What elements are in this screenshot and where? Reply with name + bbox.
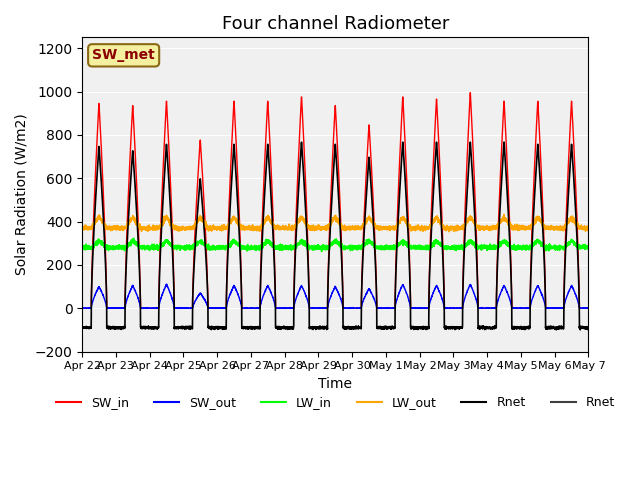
LW_in [449,245,456,251]
LW_out [78,225,86,230]
SW_out [163,281,170,287]
LW_out [445,229,452,235]
SW_out [584,305,592,311]
LW_in [170,243,177,249]
LW_in [316,243,324,249]
SW_in [449,305,456,311]
LW_in [420,246,428,252]
Y-axis label: Solar Radiation (W/m2): Solar Radiation (W/m2) [15,114,29,276]
LW_out [420,225,428,231]
Title: Four channel Radiometer: Four channel Radiometer [221,15,449,33]
SW_out [316,305,324,311]
Rnet [316,325,324,331]
Legend: SW_in, SW_out, LW_in, LW_out, Rnet, Rnet: SW_in, SW_out, LW_in, LW_out, Rnet, Rnet [51,391,620,414]
Rnet [420,324,428,330]
LW_out [584,225,592,231]
SW_out [420,305,428,311]
SW_out [79,305,86,311]
Line: SW_out: SW_out [82,284,588,308]
SW_in [78,305,86,311]
SW_in [169,252,177,257]
LW_out [500,212,508,217]
SW_in [584,305,592,311]
LW_out [584,225,592,231]
SW_in [316,305,324,311]
Line: LW_in: LW_in [82,238,588,252]
SW_in [584,305,591,311]
LW_out [169,225,177,231]
Rnet [552,327,560,333]
Rnet [584,324,592,330]
SW_in [467,90,474,96]
SW_out [78,305,86,311]
Rnet [298,139,305,145]
Text: SW_met: SW_met [92,48,155,62]
SW_out [449,305,456,311]
LW_out [477,227,485,232]
SW_out [170,300,177,305]
LW_out [449,225,456,231]
Rnet [477,324,485,330]
LW_in [130,235,138,241]
SW_in [477,305,485,311]
LW_in [318,249,326,254]
SW_out [477,305,485,311]
LW_in [584,243,592,249]
Rnet [169,263,177,269]
X-axis label: Time: Time [318,377,352,391]
Line: SW_in: SW_in [82,93,588,308]
LW_in [584,245,592,251]
LW_out [316,225,324,230]
Rnet [78,324,86,330]
SW_out [584,305,592,311]
Rnet [449,325,456,331]
SW_in [420,305,428,311]
LW_in [477,246,485,252]
LW_in [78,246,86,252]
Rnet [584,326,592,332]
Line: Rnet: Rnet [82,142,588,330]
Line: LW_out: LW_out [82,215,588,232]
